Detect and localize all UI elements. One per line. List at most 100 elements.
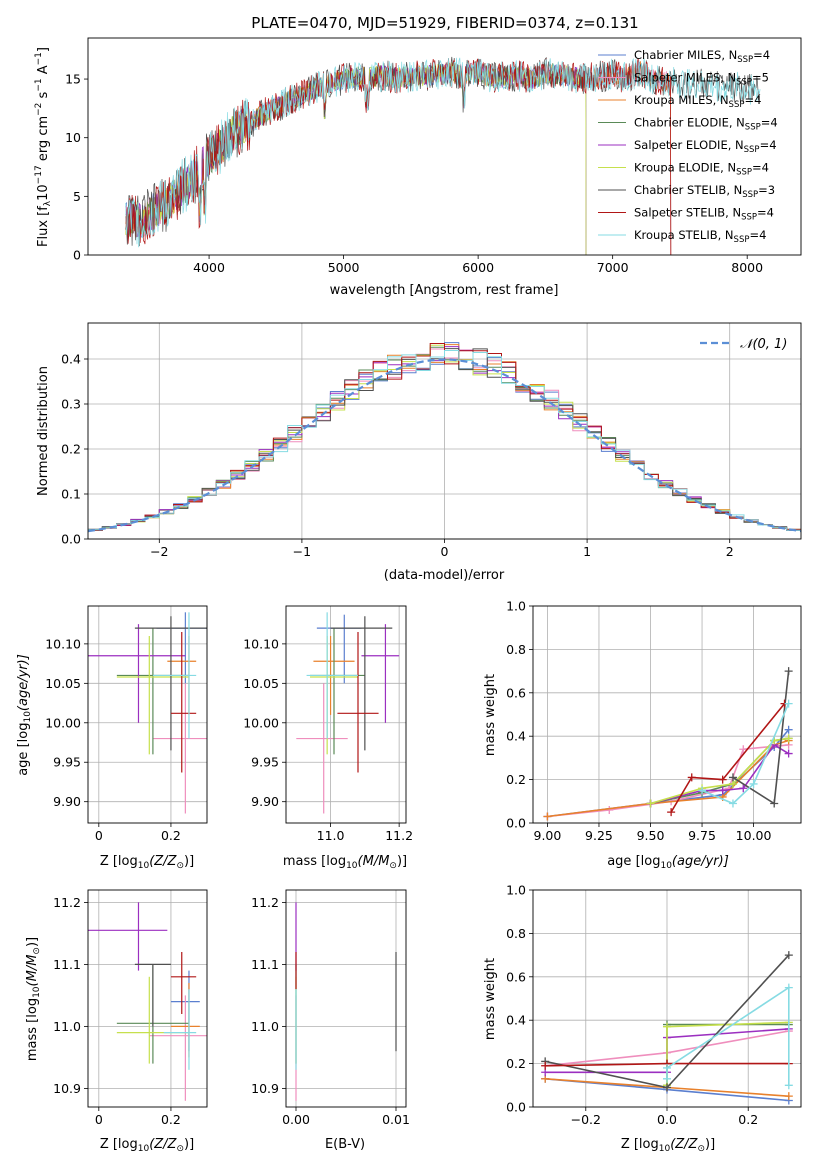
axes-frame: [285, 605, 407, 824]
axes-frame: [532, 889, 802, 1108]
legend-name: Chabrier ELODIE, N: [634, 116, 745, 130]
y-tick-label: 0.4: [506, 729, 526, 744]
x-tick-label: 6000: [462, 260, 494, 275]
y-tick-label: 10.05: [243, 676, 279, 691]
legend-count: =4: [761, 116, 778, 130]
weight-age-xlabel: age [log10(age/yr)]: [607, 854, 729, 871]
x-tick-label: 8000: [731, 260, 763, 275]
legend-sub: SSP: [736, 168, 752, 178]
weight-line-kroupa-miles: [547, 739, 789, 818]
legend-sub: SSP: [741, 213, 757, 223]
y-tick-label: 5: [73, 189, 81, 204]
axes-frame: [87, 605, 208, 824]
y-tick-label: 0.2: [61, 442, 81, 457]
plot-area: [296, 612, 400, 814]
x-tick-label: 0.2: [738, 1112, 758, 1127]
x-tick-label: 0: [441, 544, 449, 559]
weight-line-salpeter-elodie: [650, 743, 790, 805]
weight-marker: [646, 799, 655, 808]
x-tick-label: 2: [726, 544, 734, 559]
legend-count: =4: [753, 48, 770, 62]
weight-marker: [770, 799, 779, 808]
axes-frame: [87, 37, 802, 256]
legend-sub: SSP: [742, 190, 758, 200]
mass-vs-metallicity-panel: 0 0.2 10.9 11.0 11.1 11.2: [53, 889, 208, 1127]
legend-sub: SSP: [737, 55, 753, 65]
y-tick-label: 10: [65, 130, 81, 145]
age-vs-metallicity-panel: 0 0.2 9.90 9.95 10.00 10.05 10.10: [45, 605, 208, 843]
weight-marker: [728, 799, 737, 808]
y-tick-label: 1.0: [506, 599, 526, 614]
weight-marker: [663, 1083, 671, 1092]
legend-name: Salpeter ELODIE, N: [634, 138, 744, 152]
weight-marker: [784, 699, 793, 708]
x-tick-label: 0.2: [161, 828, 181, 843]
legend-count: =3: [758, 183, 775, 197]
y-tick-label: 0.4: [61, 352, 81, 367]
mass-z-xlabel: Z [log10(Z/Z⊙)]: [100, 1137, 194, 1154]
histogram-kroupa-stelib: [88, 350, 801, 533]
legend-sub: SSP: [736, 78, 752, 88]
residual-ylabel: Normed distribution: [36, 366, 51, 496]
weight-marker: [605, 805, 614, 814]
weight-marker: [541, 1061, 550, 1070]
weight-marker: [784, 734, 793, 743]
weight-marker: [739, 784, 748, 793]
legend-label: Chabrier ELODIE, NSSP=4: [634, 116, 778, 133]
legend-name: Kroupa MILES, N: [634, 93, 729, 107]
age-vs-mass-panel: 11.0 11.2 9.90 9.95 10.00 10.05 10.10: [243, 605, 413, 843]
weight-marker: [718, 775, 727, 784]
weight-marker: [784, 983, 793, 992]
legend-sub: SSP: [729, 100, 745, 110]
spectrum-ylabel: Flux [fλ10−17 erg cm−2 s−1 A−1]: [34, 47, 53, 247]
legend-label: 𝒩(0, 1): [740, 337, 787, 352]
age-z-ylabel: age [log10(age/yr)]: [16, 654, 33, 776]
weight-marker: [784, 725, 793, 734]
spectrum-panel: 4000 5000 6000 7000 8000 0 5 10 15 Chabrier MILES…: [65, 37, 802, 275]
x-tick-label: 0: [95, 1112, 103, 1127]
weight-vs-metallicity-panel: −0.2 0.0 0.2 0.0 0.2 0.4 0.6 0.8 1.0: [506, 883, 802, 1127]
weight-line-chabrier-stelib: [732, 671, 790, 805]
y-tick-label: 9.95: [53, 755, 81, 770]
y-tick-label: 0.6: [506, 969, 526, 984]
weight-marker: [749, 779, 758, 788]
y-tick-label: 10.05: [45, 676, 81, 691]
legend-name: Salpeter MILES, N: [634, 71, 736, 85]
normal-reference-curve: [88, 358, 801, 533]
weight-marker: [663, 1022, 671, 1031]
legend-sub: SSP: [744, 145, 760, 155]
x-tick-label: 0.01: [382, 1112, 410, 1127]
y-tick-label: 11.2: [251, 895, 279, 910]
weight-marker: [784, 951, 793, 960]
spectrum-line-salpeter-stelib: [125, 58, 672, 255]
plot-area: [88, 902, 207, 1101]
x-tick-label: 9.25: [585, 828, 613, 843]
legend-sub: SSP: [745, 123, 761, 133]
weight-marker: [698, 786, 707, 795]
y-tick-label: 0: [73, 248, 81, 263]
legend-count: =5: [752, 71, 769, 85]
y-tick-label: 9.90: [251, 794, 279, 809]
weight-line-salpeter-miles: [547, 744, 789, 818]
weight-z-ylabel: mass weight: [483, 958, 498, 1040]
plot-area: [88, 342, 801, 533]
weight-marker: [728, 773, 737, 782]
y-tick-label: 0.0: [506, 1100, 526, 1115]
y-tick-label: 10.9: [53, 1081, 81, 1096]
x-tick-label: 4000: [193, 260, 225, 275]
x-tick-label: 10.00: [736, 828, 772, 843]
plot-area: [88, 612, 207, 814]
legend-name: Chabrier STELIB, N: [634, 183, 742, 197]
y-tick-label: 11.0: [251, 1019, 279, 1034]
legend-label: Kroupa ELODIE, NSSP=4: [634, 161, 769, 178]
weight-line-kroupa-elodie: [666, 1021, 789, 1086]
x-tick-label: 0: [95, 828, 103, 843]
weight-marker: [663, 1063, 671, 1072]
legend-name: Salpeter STELIB, N: [634, 206, 741, 220]
y-tick-label: 10.10: [243, 636, 279, 651]
figure-title: PLATE=0470, MJD=51929, FIBERID=0374, z=0…: [251, 14, 638, 32]
weight-marker: [543, 812, 552, 821]
mass-z-ylabel: mass [log10(M/M⊙)]: [25, 937, 42, 1061]
x-tick-label: 9.00: [534, 828, 562, 843]
